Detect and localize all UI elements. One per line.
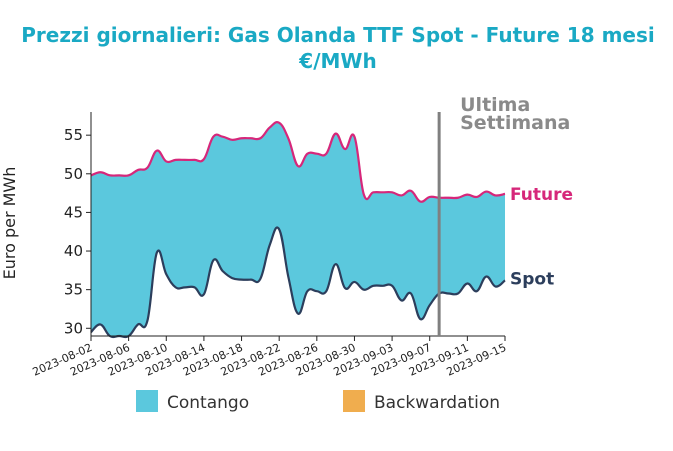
- series-line-spot: [90, 226, 506, 339]
- y-tick-label: 40: [64, 242, 83, 260]
- series-label-spot: Spot: [510, 269, 554, 289]
- legend-swatch-backwardation[interactable]: [343, 390, 365, 412]
- plot-area: Future Spot: [90, 121, 573, 339]
- y-tick-label: 35: [64, 281, 83, 299]
- last-week-label-line1: Ultima: [460, 94, 530, 116]
- y-tick-label: 45: [64, 203, 83, 221]
- y-tick-label: 55: [64, 126, 83, 144]
- series-line-future: [90, 121, 506, 203]
- y-tick-label: 30: [64, 319, 83, 337]
- legend-label-backwardation[interactable]: Backwardation: [374, 393, 500, 413]
- contango-area: [91, 122, 505, 338]
- legend-label-contango[interactable]: Contango: [167, 393, 249, 413]
- legend-swatch-contango[interactable]: [136, 390, 158, 412]
- y-axis: 30 35 40 45 50 55: [64, 112, 92, 337]
- y-tick-label: 50: [64, 165, 83, 183]
- chart-title-line1: Prezzi giornalieri: Gas Olanda TTF Spot …: [21, 23, 654, 47]
- chart-title-line2: €/MWh: [298, 49, 376, 73]
- last-week-label-line2: Settimana: [460, 112, 570, 134]
- x-axis: 2023-08-022023-08-062023-08-102023-08-14…: [31, 335, 508, 379]
- series-label-future: Future: [510, 185, 573, 205]
- legend: Contango Backwardation: [136, 390, 500, 413]
- y-axis-label: Euro per MWh: [0, 167, 19, 280]
